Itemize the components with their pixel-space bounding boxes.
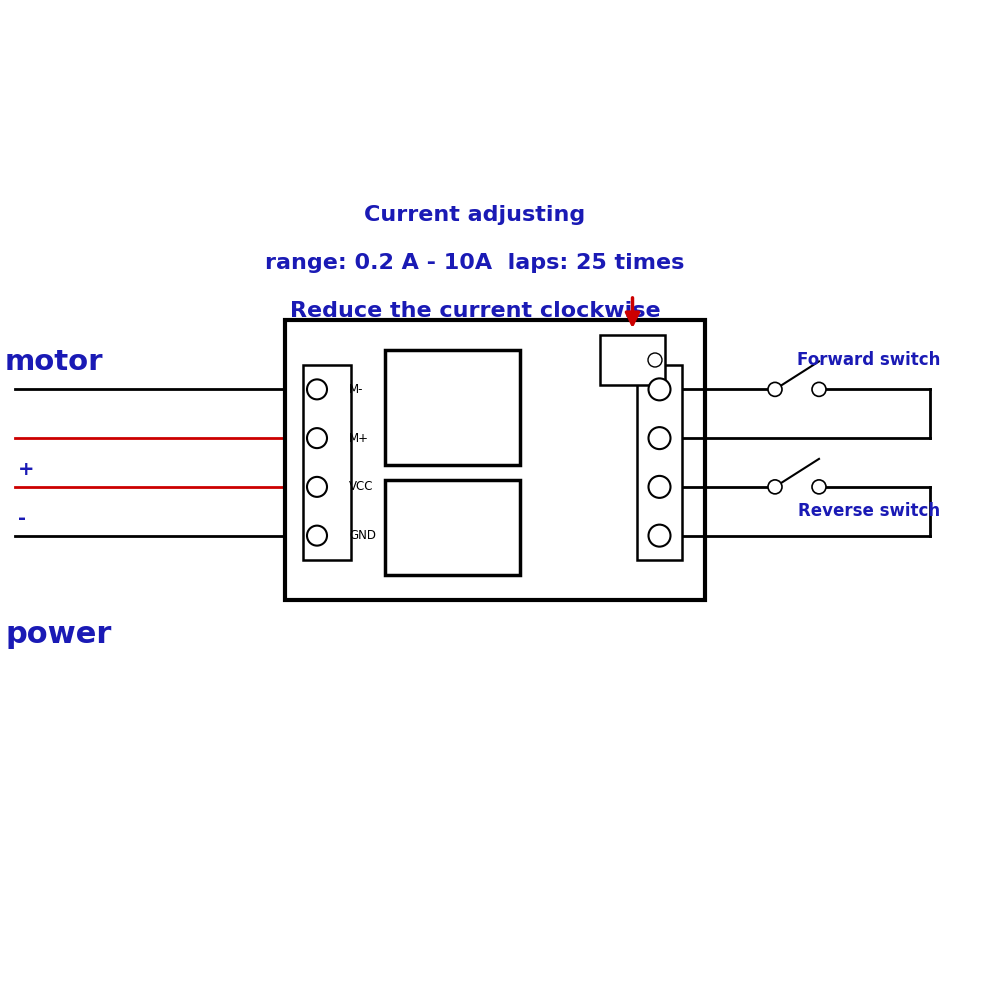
Circle shape (307, 526, 327, 546)
Bar (285, 320, 705, 600)
Text: Current adjusting: Current adjusting (364, 205, 586, 225)
Circle shape (307, 428, 327, 448)
Bar (385, 350, 520, 465)
Circle shape (768, 382, 782, 396)
Circle shape (307, 379, 327, 399)
Text: Reverse switch: Reverse switch (798, 502, 940, 520)
Bar (600, 335, 665, 385)
Bar (303, 365, 351, 560)
Text: Forward switch: Forward switch (797, 351, 940, 369)
Circle shape (812, 480, 826, 494)
Text: -: - (18, 509, 26, 528)
Circle shape (768, 480, 782, 494)
Text: M+: M+ (349, 432, 369, 445)
Bar (385, 480, 520, 575)
Text: M-: M- (349, 383, 364, 396)
Bar (637, 365, 682, 560)
Circle shape (648, 353, 662, 367)
Text: power: power (5, 620, 111, 649)
Circle shape (648, 476, 670, 498)
Circle shape (812, 382, 826, 396)
Circle shape (648, 525, 670, 547)
Text: motor: motor (5, 348, 104, 376)
Text: range: 0.2 A - 10A  laps: 25 times: range: 0.2 A - 10A laps: 25 times (265, 253, 685, 273)
Text: Reduce the current clockwise: Reduce the current clockwise (290, 301, 660, 321)
Text: GND: GND (349, 529, 376, 542)
Circle shape (648, 378, 670, 400)
Circle shape (307, 477, 327, 497)
Circle shape (648, 427, 670, 449)
Text: +: + (18, 460, 34, 479)
Text: VCC: VCC (349, 480, 374, 493)
